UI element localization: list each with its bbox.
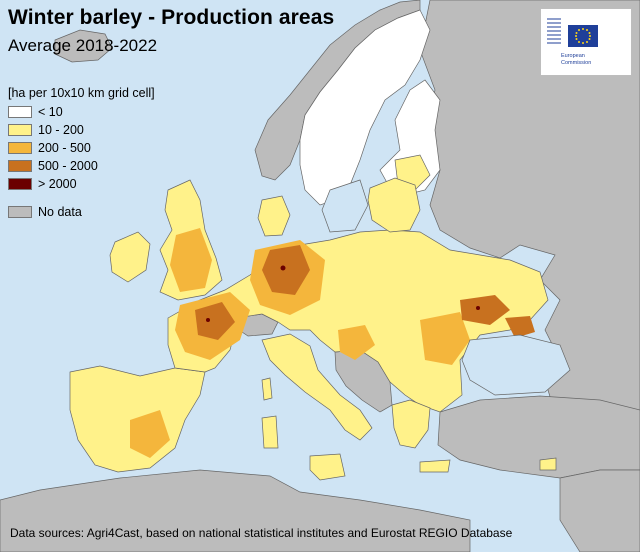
legend-title: [ha per 10x10 km grid cell] xyxy=(8,86,155,100)
legend-label: No data xyxy=(38,205,82,219)
scandinavia xyxy=(299,9,441,206)
legend-label: 200 - 500 xyxy=(38,141,91,155)
legend-swatch xyxy=(8,160,32,172)
very-high-areas xyxy=(206,265,480,322)
legend-swatch xyxy=(8,206,32,218)
eu-flag-icon xyxy=(568,25,598,47)
legend-label: 10 - 200 xyxy=(38,123,84,137)
legend: [ha per 10x10 km grid cell] < 10 10 - 20… xyxy=(8,86,155,221)
high-areas xyxy=(195,245,535,340)
legend-label: > 2000 xyxy=(38,177,77,191)
legend-item: 200 - 500 xyxy=(8,139,155,157)
inland-seas xyxy=(321,179,571,396)
logo-text: European Commission xyxy=(561,53,592,66)
logo-lines-icon xyxy=(547,18,561,44)
european-commission-logo: European Commission xyxy=(540,8,632,76)
legend-item: 10 - 200 xyxy=(8,121,155,139)
legend-item-nodata: No data xyxy=(8,203,155,221)
legend-item: < 10 xyxy=(8,103,155,121)
legend-swatch xyxy=(8,142,32,154)
map-subtitle: Average 2018-2022 xyxy=(8,36,158,55)
legend-swatch xyxy=(8,124,32,136)
legend-swatch xyxy=(8,178,32,190)
legend-label: 500 - 2000 xyxy=(38,159,98,173)
legend-swatch xyxy=(8,106,32,118)
legend-label: < 10 xyxy=(38,105,63,119)
data-source-note: Data sources: Agri4Cast, based on nation… xyxy=(10,526,513,540)
legend-item: 500 - 2000 xyxy=(8,157,155,175)
legend-item: > 2000 xyxy=(8,175,155,193)
map-title: Winter barley - Production areas xyxy=(8,6,335,29)
